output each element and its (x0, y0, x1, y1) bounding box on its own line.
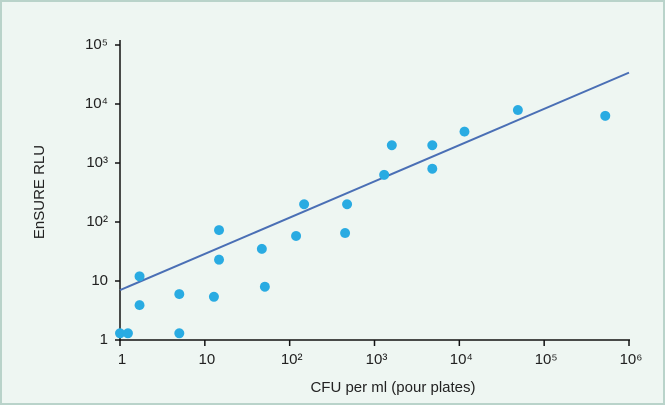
point (342, 199, 353, 210)
x-tick-label: 10 (198, 351, 215, 368)
point (214, 225, 225, 236)
point (256, 243, 267, 254)
point (340, 228, 351, 239)
y-tick-label: 10⁵ (85, 36, 108, 53)
x-tick-label: 1 (118, 351, 126, 368)
point (459, 126, 470, 137)
y-tick-label: 10⁴ (85, 95, 108, 112)
point (386, 140, 397, 151)
y-tick-label: 10 (91, 272, 108, 289)
point (259, 281, 270, 292)
point (600, 110, 611, 121)
x-axis-label: CFU per ml (pour plates) (310, 379, 475, 396)
x-tick-label: 10⁶ (620, 351, 643, 368)
point (299, 199, 310, 210)
point (174, 289, 185, 300)
point (208, 291, 219, 302)
x-tick-label: 10³ (366, 351, 388, 368)
y-tick-label: 10² (86, 213, 108, 230)
point (379, 169, 390, 180)
point (122, 328, 133, 339)
y-tick-label: 1 (100, 331, 108, 348)
point (512, 105, 523, 116)
point (427, 140, 438, 151)
point (427, 163, 438, 174)
x-tick-label: 10⁵ (535, 351, 558, 368)
y-axis-label: EnSURE RLU (31, 145, 48, 239)
point (214, 254, 225, 265)
point (134, 300, 145, 311)
y-tick-label: 10³ (86, 154, 108, 171)
point (115, 328, 125, 339)
point (134, 271, 145, 282)
x-tick-label: 10² (281, 351, 303, 368)
point (291, 230, 302, 241)
trend-line (119, 71, 630, 292)
point (174, 328, 185, 339)
x-tick-label: 10⁴ (450, 351, 473, 368)
